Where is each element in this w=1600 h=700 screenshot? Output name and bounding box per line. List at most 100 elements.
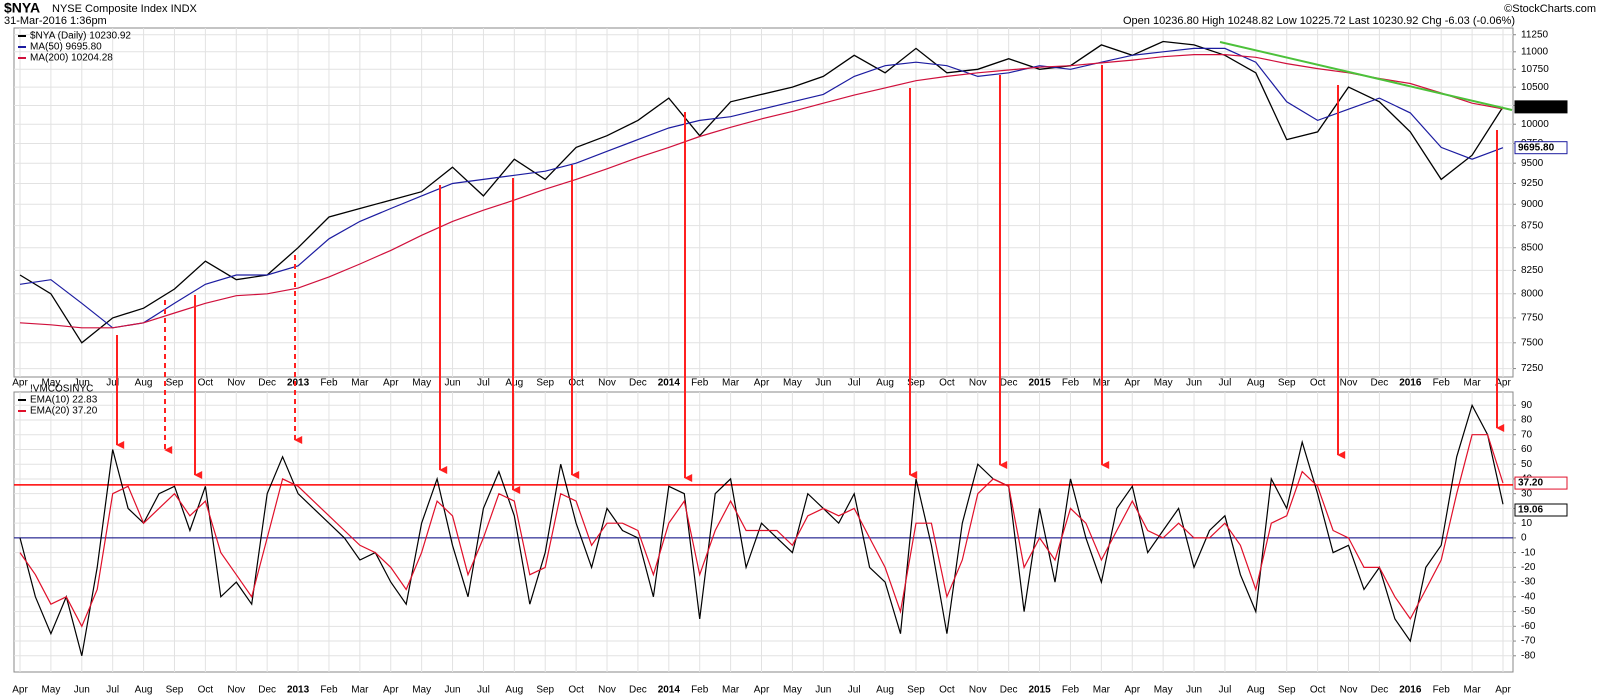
x-tick-label: May	[412, 378, 431, 389]
x-tick-label: Mar	[1463, 378, 1481, 389]
series-line	[19, 434, 1504, 628]
value-tag-box	[1514, 100, 1568, 114]
x-tick-label: Oct	[939, 378, 955, 389]
x-tick-label: Jul	[1219, 378, 1232, 389]
x-tick-label: Mar	[722, 378, 740, 389]
x-tick-label: Aug	[135, 685, 153, 696]
x-tick-label: Apr	[12, 378, 28, 389]
x-tick-label: Nov	[598, 378, 616, 389]
x-tick-label: Apr	[1124, 378, 1140, 389]
value-tag: 9695.80	[1518, 142, 1555, 153]
y-tick-label: 8750	[1521, 220, 1544, 231]
x-tick-label: Mar	[1093, 685, 1111, 696]
y-tick-label: 8000	[1521, 288, 1544, 299]
panels: Apr May Jun Jul Aug Sep Oct Nov Dec 2013 Feb Mar Apr…	[12, 27, 1568, 696]
y-tick-label: 50	[1521, 459, 1533, 470]
y-tick-label: -60	[1521, 621, 1536, 632]
series-line	[19, 54, 1504, 329]
y-tick-label: 9250	[1521, 178, 1544, 189]
y-tick-label: 7250	[1521, 363, 1544, 374]
y-tick-label: -70	[1521, 636, 1536, 647]
x-tick-label: Oct	[1310, 685, 1326, 696]
x-tick-label: Feb	[1062, 378, 1080, 389]
value-tag: 10230.92	[1518, 102, 1560, 113]
x-tick-label: Sep	[1278, 378, 1296, 389]
x-tick-label: Jun	[815, 685, 831, 696]
x-tick-label: Jul	[1219, 685, 1232, 696]
x-tick-label: Jun	[444, 378, 460, 389]
x-tick-label: Dec	[1000, 378, 1018, 389]
series-line	[19, 403, 1504, 656]
x-tick-label: Nov	[969, 378, 987, 389]
y-tick-label: 30	[1521, 488, 1533, 499]
x-tick-label: Aug	[1247, 685, 1265, 696]
x-tick-label: Sep	[536, 378, 554, 389]
x-tick-label: Jun	[444, 685, 460, 696]
x-tick-label: May	[1154, 378, 1173, 389]
x-tick-label: Jul	[477, 685, 490, 696]
x-tick-label: Feb	[691, 685, 709, 696]
y-tick-label: -50	[1521, 606, 1536, 617]
y-tick-label: -40	[1521, 591, 1536, 602]
x-tick-label: May	[412, 685, 431, 696]
x-tick-label: May	[783, 378, 802, 389]
x-tick-label: Jun	[74, 378, 90, 389]
arrows	[116, 65, 1505, 494]
x-tick-label: Jul	[477, 378, 490, 389]
x-tick-label: Sep	[907, 685, 925, 696]
x-tick-label: Nov	[598, 685, 616, 696]
y-tick-label: 80	[1521, 415, 1533, 426]
legend-label: MA(200) 10204.28	[30, 53, 113, 64]
x-tick-label: Apr	[754, 685, 770, 696]
x-tick-label: Sep	[166, 378, 184, 389]
annotation: 19.06	[1518, 505, 1543, 516]
x-tick-label: Sep	[907, 378, 925, 389]
x-tick-label: Dec	[1371, 378, 1389, 389]
x-tick-label: Oct	[198, 378, 214, 389]
x-tick-label: Jul	[106, 685, 119, 696]
x-tick-label: Apr	[1124, 685, 1140, 696]
y-tick-label: 60	[1521, 444, 1533, 455]
x-tick-label: Sep	[1278, 685, 1296, 696]
x-tick-label: Nov	[1340, 378, 1358, 389]
x-tick-label: 2013	[287, 685, 310, 696]
y-tick-label: -20	[1521, 562, 1536, 573]
x-tick-label: Feb	[691, 378, 709, 389]
x-tick-label: Apr	[1495, 685, 1511, 696]
y-tick-label: 90	[1521, 400, 1533, 411]
y-tick-label: -30	[1521, 577, 1536, 588]
x-tick-label: Apr	[12, 685, 28, 696]
x-tick-label: Jun	[1186, 685, 1202, 696]
trend-line	[1219, 41, 1513, 111]
x-tick-label: Sep	[166, 685, 184, 696]
x-tick-label: Aug	[135, 378, 153, 389]
x-tick-label: Aug	[505, 685, 523, 696]
y-tick-label: 7750	[1521, 313, 1544, 324]
x-tick-label: Dec	[258, 378, 276, 389]
x-tick-label: May	[41, 685, 60, 696]
x-tick-label: Nov	[1340, 685, 1358, 696]
x-tick-label: Sep	[536, 685, 554, 696]
legend-label: $NYA (Daily) 10230.92	[30, 31, 131, 42]
x-tick-label: Dec	[629, 685, 647, 696]
series-line	[19, 47, 1504, 329]
x-tick-label: Jun	[74, 685, 90, 696]
x-tick-label: Dec	[258, 685, 276, 696]
x-tick-label: 2013	[287, 378, 310, 389]
x-tick-label: Aug	[876, 378, 894, 389]
y-tick-label: 10	[1521, 518, 1533, 529]
x-tick-label: Oct	[939, 685, 955, 696]
x-tick-label: 2014	[658, 378, 681, 389]
symbol: $NYA	[4, 0, 40, 16]
x-tick-label: Mar	[722, 685, 740, 696]
x-tick-label: Dec	[1000, 685, 1018, 696]
date: 31-Mar-2016 1:36pm	[4, 15, 107, 27]
quote: Open 10236.80 High 10248.82 Low 10225.72…	[1123, 15, 1515, 27]
y-tick-label: 9000	[1521, 199, 1544, 210]
y-tick-label: 9500	[1521, 158, 1544, 169]
y-tick-label: 70	[1521, 429, 1533, 440]
x-tick-label: Aug	[876, 685, 894, 696]
annotation-box	[1514, 503, 1568, 517]
x-tick-label: Jul	[848, 685, 861, 696]
